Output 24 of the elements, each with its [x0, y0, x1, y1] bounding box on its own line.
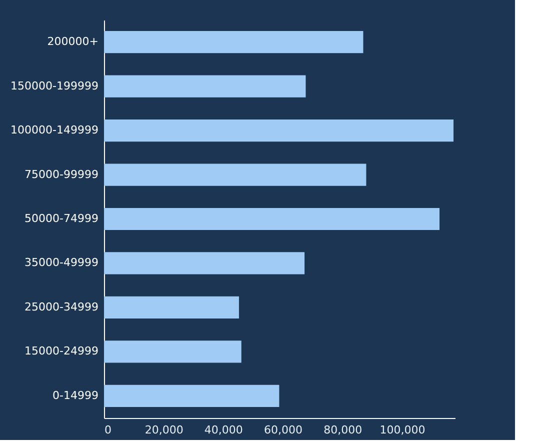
- bar: [104, 384, 280, 407]
- y-tick-label: 35000-49999: [24, 256, 98, 270]
- y-tick-label: 15000-24999: [24, 344, 98, 358]
- y-tick-label: 25000-34999: [24, 300, 98, 314]
- x-tick-label: 0: [104, 424, 112, 436]
- bar: [104, 340, 242, 363]
- y-tick-label: 75000-99999: [24, 168, 98, 181]
- y-tick-label: 0-14999: [52, 388, 98, 402]
- x-tick-label: 100,000: [380, 424, 426, 436]
- y-tick-label: 100000-149999: [10, 124, 98, 137]
- x-tick-label: 20,000: [144, 424, 184, 436]
- bar: [104, 164, 366, 186]
- bar: [104, 296, 239, 318]
- y-tick-label: 200000+: [47, 35, 98, 48]
- y-tick-label: 150000-199999: [10, 79, 98, 92]
- x-tick-label: 40,000: [204, 424, 243, 436]
- bar: [104, 252, 305, 274]
- y-tick-label: 50000-74999: [24, 212, 98, 225]
- x-tick-label: 80,000: [324, 424, 362, 436]
- bar: [104, 120, 454, 142]
- x-tick-label: 60,000: [264, 424, 303, 436]
- bar: [104, 208, 440, 230]
- bar: [104, 75, 306, 98]
- bar: [104, 31, 364, 54]
